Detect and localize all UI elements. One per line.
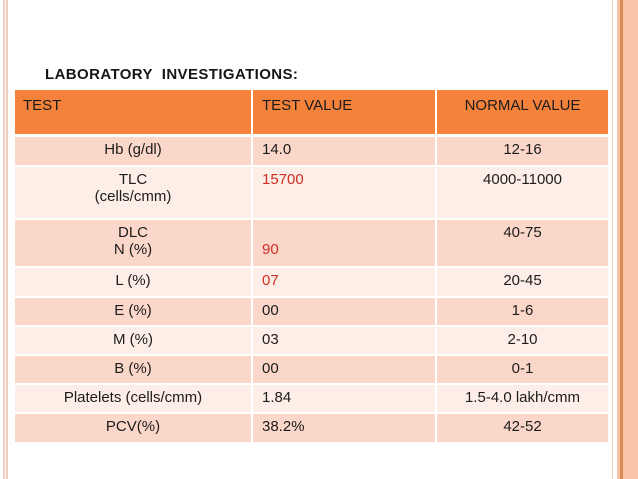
cell-test-value: 03 [253, 327, 435, 354]
lab-investigations-table: TEST TEST VALUE NORMAL VALUE Hb (g/dl) 14… [15, 90, 610, 444]
cell-normal-value: 40-75 [437, 220, 608, 266]
cell-test-value: 15700 [253, 167, 435, 218]
left-border-line [3, 0, 5, 479]
column-header-test-value: TEST VALUE [253, 90, 435, 134]
right-border-thin-line [612, 0, 613, 479]
cell-test-name: M (%) [15, 327, 251, 354]
table-row: M (%) 03 2-10 [15, 327, 610, 354]
column-header-normal-value: NORMAL VALUE [437, 90, 608, 134]
cell-test-value: 90 [253, 220, 435, 266]
cell-test-name: TLC (cells/cmm) [15, 167, 251, 218]
cell-normal-value: 4000-11000 [437, 167, 608, 218]
cell-normal-value: 1.5-4.0 lakh/cmm [437, 385, 608, 412]
cell-test-name: L (%) [15, 268, 251, 296]
cell-test-value: 38.2% [253, 414, 435, 442]
table-row: Platelets (cells/cmm) 1.84 1.5-4.0 lakh/cm… [15, 385, 610, 412]
cell-normal-value: 20-45 [437, 268, 608, 296]
cell-test-name: PCV(%) [15, 414, 251, 442]
cell-test-name: E (%) [15, 298, 251, 325]
right-border-accent-line [620, 0, 623, 479]
cell-normal-value: 0-1 [437, 356, 608, 383]
table-row: L (%) 07 20-45 [15, 268, 610, 296]
cell-normal-value: 12-16 [437, 137, 608, 165]
column-header-test: TEST [15, 90, 251, 134]
cell-test-value: 00 [253, 298, 435, 325]
cell-test-value: 00 [253, 356, 435, 383]
cell-normal-value: 42-52 [437, 414, 608, 442]
cell-test-name: B (%) [15, 356, 251, 383]
table-row: TLC (cells/cmm) 15700 4000-11000 [15, 167, 610, 218]
left-border-line [6, 0, 8, 479]
table-row: E (%) 00 1-6 [15, 298, 610, 325]
cell-test-value: 07 [253, 268, 435, 296]
cell-test-name: Hb (g/dl) [15, 137, 251, 165]
table-row: Hb (g/dl) 14.0 12-16 [15, 137, 610, 165]
cell-test-value: 14.0 [253, 137, 435, 165]
cell-normal-value: 2-10 [437, 327, 608, 354]
table-header-row: TEST TEST VALUE NORMAL VALUE [15, 90, 610, 134]
lab-table-body: Hb (g/dl) 14.0 12-16 TLC (cells/cmm) 15700 40… [15, 137, 610, 442]
table-row: DLC N (%) 90 40-75 [15, 220, 610, 266]
cell-test-value: 1.84 [253, 385, 435, 412]
cell-test-name: Platelets (cells/cmm) [15, 385, 251, 412]
table-row: B (%) 00 0-1 [15, 356, 610, 383]
table-row: PCV(%) 38.2% 42-52 [15, 414, 610, 442]
right-border-band [617, 0, 638, 479]
cell-normal-value: 1-6 [437, 298, 608, 325]
slide-title: LABORATORY INVESTIGATIONS: [45, 66, 299, 83]
cell-test-name: DLC N (%) [15, 220, 251, 266]
